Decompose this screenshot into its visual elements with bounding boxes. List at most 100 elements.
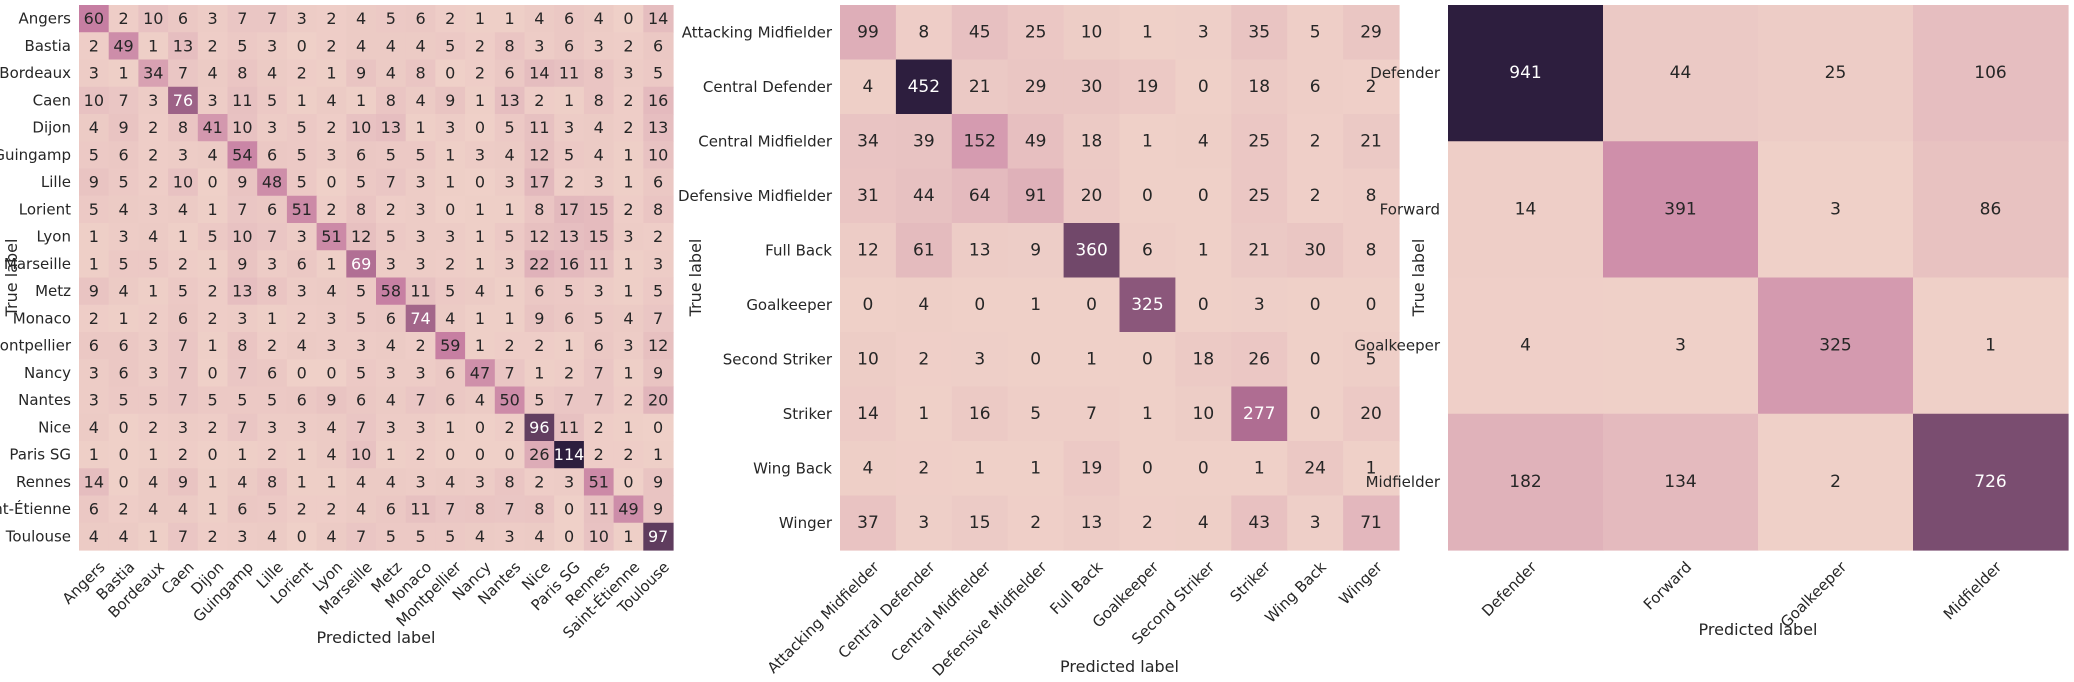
cell-value-label: 8 <box>594 91 604 110</box>
cell-value-label: 3 <box>208 9 218 28</box>
heatmap-cell <box>1175 277 1232 333</box>
heatmap-cell <box>895 5 953 61</box>
y-tick-label-angers: Angers <box>19 10 72 28</box>
heatmap-cell <box>524 277 555 306</box>
heatmap-cell <box>435 5 466 33</box>
cell-value-label: 1 <box>505 9 515 28</box>
heatmap-cell <box>895 59 953 115</box>
heatmap-cell <box>197 32 229 61</box>
heatmap-cell <box>465 32 496 61</box>
cell-value-label: 3 <box>564 472 574 491</box>
cell-value-label: 7 <box>237 418 247 437</box>
cell-value-label: 2 <box>267 336 277 355</box>
heatmap-cell <box>1175 59 1232 115</box>
heatmap-cell <box>643 304 674 333</box>
cell-value-label: 1 <box>1142 22 1153 42</box>
heatmap-cell <box>376 5 407 33</box>
cell-value-label: 2 <box>208 418 218 437</box>
cell-value-label: 34 <box>857 131 879 151</box>
cell-value-label: 5 <box>386 9 396 28</box>
cell-value-label: 9 <box>326 391 336 410</box>
heatmap-cell <box>1448 141 1604 279</box>
cell-value-label: 2 <box>594 418 604 437</box>
cell-value-label: 4 <box>475 282 485 301</box>
heatmap-cell <box>494 332 526 360</box>
cell-value-label: 3 <box>208 91 218 110</box>
cell-value-label: 15 <box>589 200 609 219</box>
cell-value-label: 13 <box>559 227 579 246</box>
cell-value-label: 8 <box>237 64 247 83</box>
cell-value-label: 0 <box>1310 349 1321 369</box>
cell-value-label: 325 <box>1819 336 1851 356</box>
heatmap-cell <box>286 277 318 306</box>
cell-value-label: 1 <box>1142 404 1153 424</box>
cell-value-label: 10 <box>648 145 668 164</box>
cell-value-label: 4 <box>1198 513 1209 533</box>
cell-value-label: 2 <box>208 309 218 328</box>
heatmap-cell <box>554 359 585 388</box>
heatmap-cell <box>376 495 407 524</box>
heatmap-cell <box>465 168 496 197</box>
heatmap-cell <box>257 304 288 333</box>
cell-value-label: 3 <box>534 36 544 55</box>
heatmap-cell <box>840 441 897 497</box>
heatmap-cell <box>583 332 615 360</box>
heatmap-cell <box>138 522 169 551</box>
cell-value-label: 3 <box>623 336 633 355</box>
cell-value-label: 3 <box>415 173 425 192</box>
heatmap-cell <box>286 441 318 469</box>
heatmap-cell <box>286 332 318 360</box>
heatmap-cell <box>1287 441 1344 497</box>
cell-value-label: 1 <box>623 173 633 192</box>
heatmap-cell <box>257 468 288 497</box>
heatmap-cell <box>257 168 288 197</box>
cell-value-label: 7 <box>178 363 188 382</box>
cell-value-label: 4 <box>863 77 874 97</box>
cell-value-label: 1 <box>178 227 188 246</box>
cell-value-label: 1 <box>1142 131 1153 151</box>
cell-value-label: 2 <box>623 118 633 137</box>
heatmap-cell <box>138 195 169 224</box>
cell-value-label: 5 <box>148 254 158 273</box>
cell-value-label: 4 <box>445 472 455 491</box>
cell-value-label: 5 <box>118 173 128 192</box>
heatmap-cell <box>1287 332 1344 388</box>
heatmap-cell <box>613 5 644 33</box>
cell-value-label: 0 <box>475 418 485 437</box>
y-tick-label-attacking-midfielder: Attacking Midfielder <box>682 23 833 41</box>
cell-value-label: 0 <box>1366 295 1377 315</box>
heatmap-cell <box>643 250 674 279</box>
heatmap-cell <box>465 359 496 388</box>
heatmap-cell <box>1063 495 1121 551</box>
cell-value-label: 0 <box>1198 186 1209 206</box>
cell-value-label: 5 <box>267 391 277 410</box>
heatmap-cell <box>613 86 644 115</box>
cell-value-label: 3 <box>1198 22 1209 42</box>
heatmap-cell <box>524 495 555 524</box>
cell-value-label: 34 <box>143 64 163 83</box>
heatmap-cell <box>435 522 466 551</box>
x-tick-label-central-defender: Central Defender <box>835 557 940 662</box>
cell-value-label: 3 <box>297 227 307 246</box>
heatmap-cell <box>376 277 407 306</box>
heatmap-cell <box>1231 5 1288 61</box>
heatmap-cell <box>1758 277 1914 415</box>
heatmap-cell <box>583 223 615 251</box>
heatmap-cell <box>1119 495 1176 551</box>
cell-value-label: 71 <box>1360 513 1382 533</box>
x-axis-label: Predicted label <box>317 628 436 647</box>
cell-value-label: 4 <box>237 472 247 491</box>
heatmap-cell <box>227 5 258 33</box>
cell-value-label: 4 <box>208 64 218 83</box>
heatmap-cell <box>583 59 615 88</box>
heatmap-cell <box>494 359 526 388</box>
heatmap-cell <box>197 223 229 251</box>
cell-value-label: 1 <box>505 282 515 301</box>
cell-value-label: 2 <box>475 36 485 55</box>
heatmap-cell <box>840 114 897 170</box>
heatmap-cell <box>316 5 347 33</box>
heatmap-cell <box>108 59 139 88</box>
heatmap-cell <box>435 168 466 197</box>
x-tick-label-caen: Caen <box>158 558 198 598</box>
heatmap-cell <box>227 59 258 88</box>
